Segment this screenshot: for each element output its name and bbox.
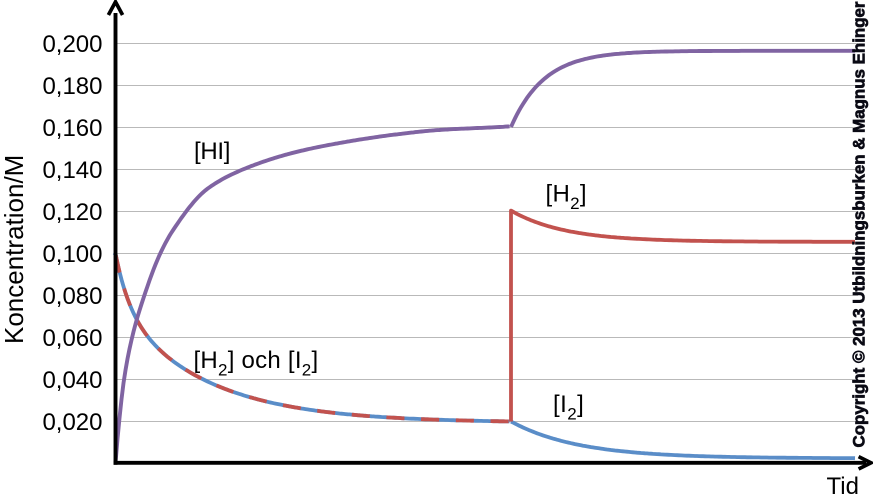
svg-text:0,060: 0,060 xyxy=(42,325,102,352)
svg-text:0,140: 0,140 xyxy=(42,157,102,184)
svg-text:Koncentration/M: Koncentration/M xyxy=(0,155,29,344)
svg-text:0,040: 0,040 xyxy=(42,367,102,394)
svg-text:[HI]: [HI] xyxy=(194,138,230,165)
svg-text:0,180: 0,180 xyxy=(42,73,102,100)
svg-text:0,080: 0,080 xyxy=(42,283,102,310)
svg-text:0,020: 0,020 xyxy=(42,409,102,436)
svg-text:0,200: 0,200 xyxy=(42,31,102,58)
svg-text:0,120: 0,120 xyxy=(42,199,102,226)
svg-text:0,100: 0,100 xyxy=(42,241,102,268)
svg-text:Tid: Tid xyxy=(827,473,859,498)
svg-text:0,160: 0,160 xyxy=(42,115,102,142)
svg-text:Copyright © 2013 Utbildningsbu: Copyright © 2013 Utbildningsburken & Mag… xyxy=(850,1,869,447)
